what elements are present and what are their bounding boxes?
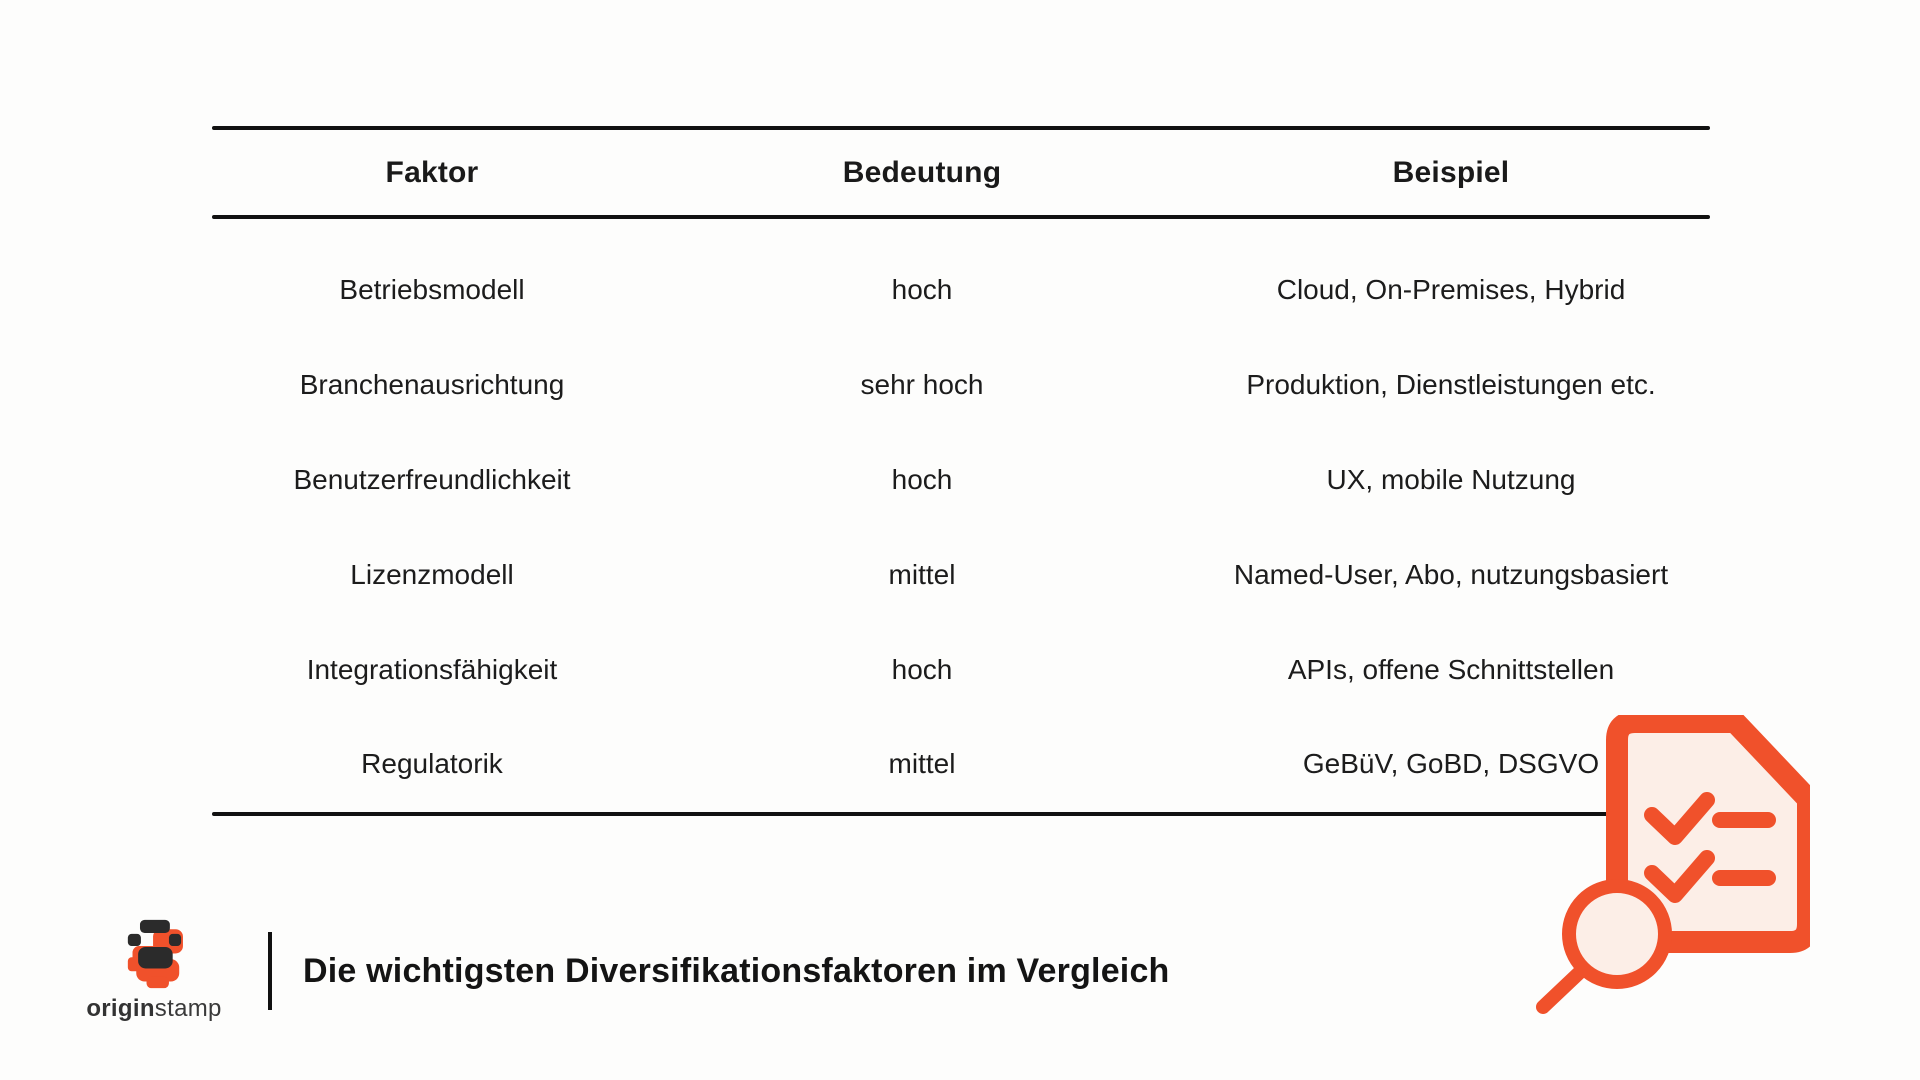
- originstamp-puzzle-s-icon: [127, 919, 183, 989]
- cell-beispiel: Produktion, Dienstleistungen etc.: [1246, 369, 1656, 401]
- table-row: Regulatorik mittel GeBüV, GoBD, DSGVO: [212, 717, 1710, 812]
- cell-faktor: Branchenausrichtung: [299, 369, 565, 401]
- cell-beispiel: GeBüV, GoBD, DSGVO: [1302, 748, 1600, 780]
- cell-bedeutung: sehr hoch: [860, 369, 984, 401]
- cell-faktor: Regulatorik: [361, 748, 503, 780]
- cell-bedeutung: hoch: [891, 274, 953, 306]
- table-body: Betriebsmodell hoch Cloud, On-Premises, …: [212, 243, 1710, 812]
- cell-bedeutung: mittel: [888, 558, 956, 590]
- table-row: Betriebsmodell hoch Cloud, On-Premises, …: [212, 243, 1710, 338]
- table-header-row: Faktor Bedeutung Beispiel: [212, 130, 1710, 215]
- table-header-rule: [212, 215, 1710, 219]
- comparison-table: Faktor Bedeutung Beispiel Betriebsmodell…: [212, 126, 1710, 816]
- table-top-rule: [212, 126, 1710, 130]
- brand-wordmark: originstamp: [86, 995, 221, 1023]
- column-header-faktor: Faktor: [385, 155, 479, 189]
- cell-beispiel: UX, mobile Nutzung: [1326, 463, 1576, 495]
- column-header-bedeutung: Bedeutung: [842, 155, 1002, 189]
- document-checklist-with-magnifier-icon: [1536, 715, 1810, 1014]
- table-row: Benutzerfreundlichkeit hoch UX, mobile N…: [212, 433, 1710, 528]
- cell-beispiel: Cloud, On-Premises, Hybrid: [1276, 274, 1626, 306]
- brand-wordmark-bold: origin: [86, 995, 155, 1022]
- table-row: Branchenausrichtung sehr hoch Produktion…: [212, 338, 1710, 433]
- table-row: Integrationsfähigkeit hoch APIs, offene …: [212, 622, 1710, 717]
- cell-faktor: Betriebsmodell: [339, 274, 525, 306]
- footer-divider: [268, 932, 272, 1010]
- brand-wordmark-regular: stamp: [154, 995, 222, 1022]
- cell-faktor: Lizenzmodell: [350, 558, 514, 590]
- page-title: Die wichtigsten Diversifikationsfaktoren…: [303, 951, 1170, 990]
- table-bottom-rule: [212, 811, 1710, 816]
- cell-beispiel: APIs, offene Schnittstellen: [1287, 653, 1615, 685]
- cell-beispiel: Named-User, Abo, nutzungsbasiert: [1233, 558, 1669, 590]
- cell-bedeutung: hoch: [891, 653, 953, 685]
- column-header-beispiel: Beispiel: [1392, 155, 1510, 189]
- cell-faktor: Integrationsfähigkeit: [306, 653, 558, 685]
- cell-bedeutung: mittel: [888, 748, 956, 780]
- table-row: Lizenzmodell mittel Named-User, Abo, nut…: [212, 527, 1710, 622]
- cell-faktor: Benutzerfreundlichkeit: [293, 463, 571, 495]
- originstamp-logo: originstamp: [84, 918, 224, 1023]
- cell-bedeutung: hoch: [891, 463, 953, 495]
